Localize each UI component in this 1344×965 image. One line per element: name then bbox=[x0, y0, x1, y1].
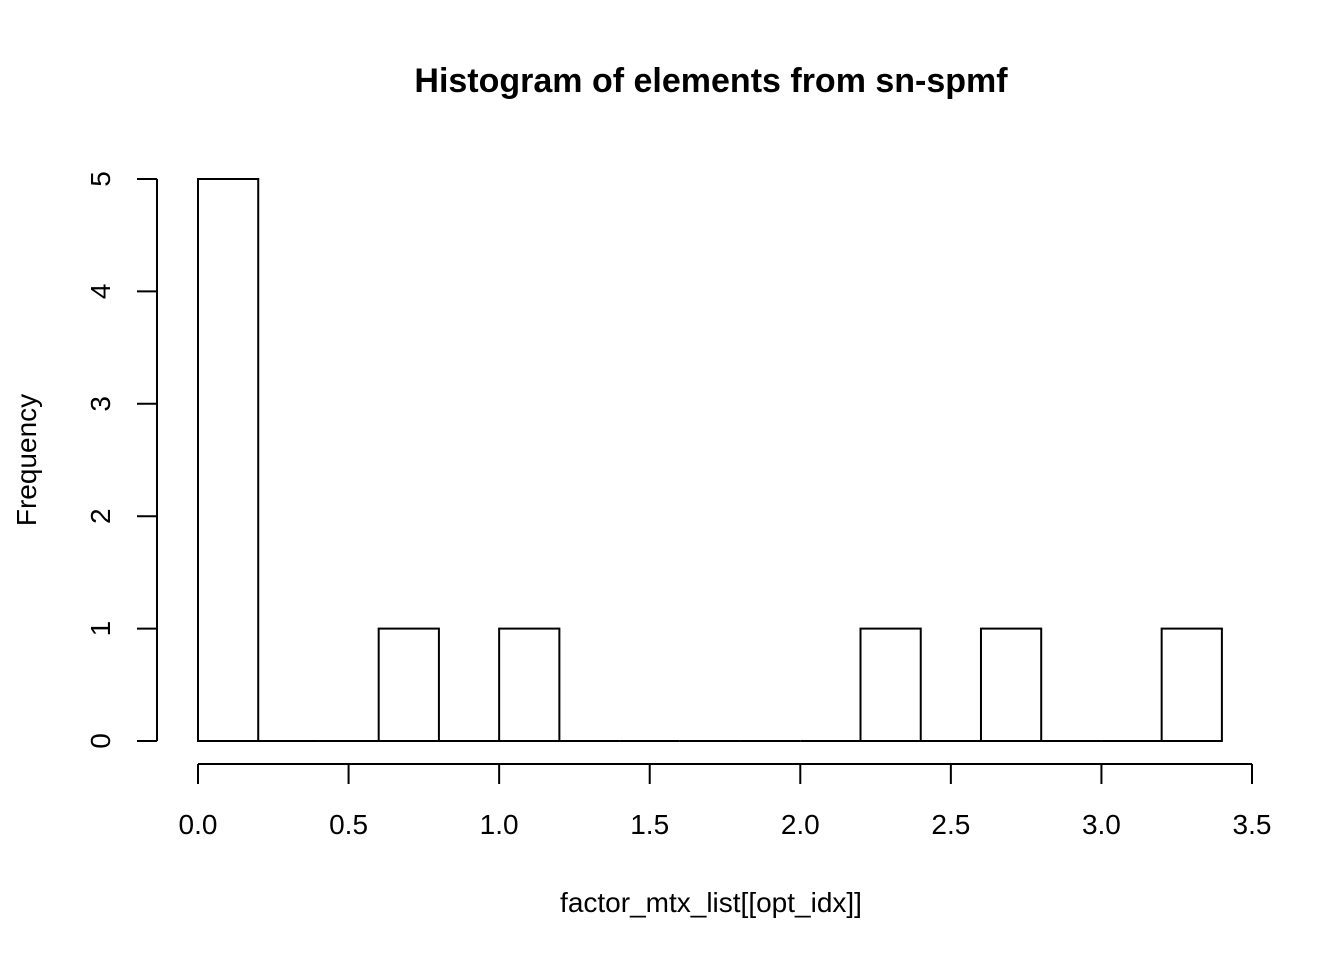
histogram-bar bbox=[377, 627, 440, 742]
x-tick-label: 0.0 bbox=[179, 809, 218, 840]
y-axis-label: Frequency bbox=[11, 394, 42, 526]
y-tick-label: 1 bbox=[85, 621, 116, 637]
histogram-bar bbox=[498, 627, 561, 742]
y-axis: 0 1 2 3 4 5 bbox=[85, 171, 158, 749]
x-tick-label: 2.5 bbox=[931, 809, 970, 840]
y-tick-label: 0 bbox=[85, 733, 116, 749]
y-tick-label: 2 bbox=[85, 508, 116, 524]
histogram-bar bbox=[859, 627, 922, 742]
x-tick-label: 0.5 bbox=[329, 809, 368, 840]
bars-layer bbox=[197, 178, 1223, 742]
histogram-bar bbox=[197, 178, 260, 742]
chart-title: Histogram of elements from sn-spmf bbox=[414, 62, 1008, 100]
x-tick-label: 1.0 bbox=[480, 809, 519, 840]
histogram-bar bbox=[1160, 627, 1223, 742]
x-tick-label: 1.5 bbox=[630, 809, 669, 840]
x-tick-label: 3.0 bbox=[1082, 809, 1121, 840]
x-axis-label: factor_mtx_list[[opt_idx]] bbox=[560, 887, 862, 918]
x-tick-label: 3.5 bbox=[1233, 809, 1272, 840]
x-tick-label: 2.0 bbox=[781, 809, 820, 840]
y-tick-label: 4 bbox=[85, 284, 116, 300]
histogram-bar bbox=[979, 627, 1043, 742]
y-tick-label: 5 bbox=[85, 171, 116, 187]
y-tick-label: 3 bbox=[85, 396, 116, 412]
x-axis: 0.0 0.5 1.0 1.5 2.0 2.5 3.0 3.5 bbox=[179, 763, 1272, 840]
